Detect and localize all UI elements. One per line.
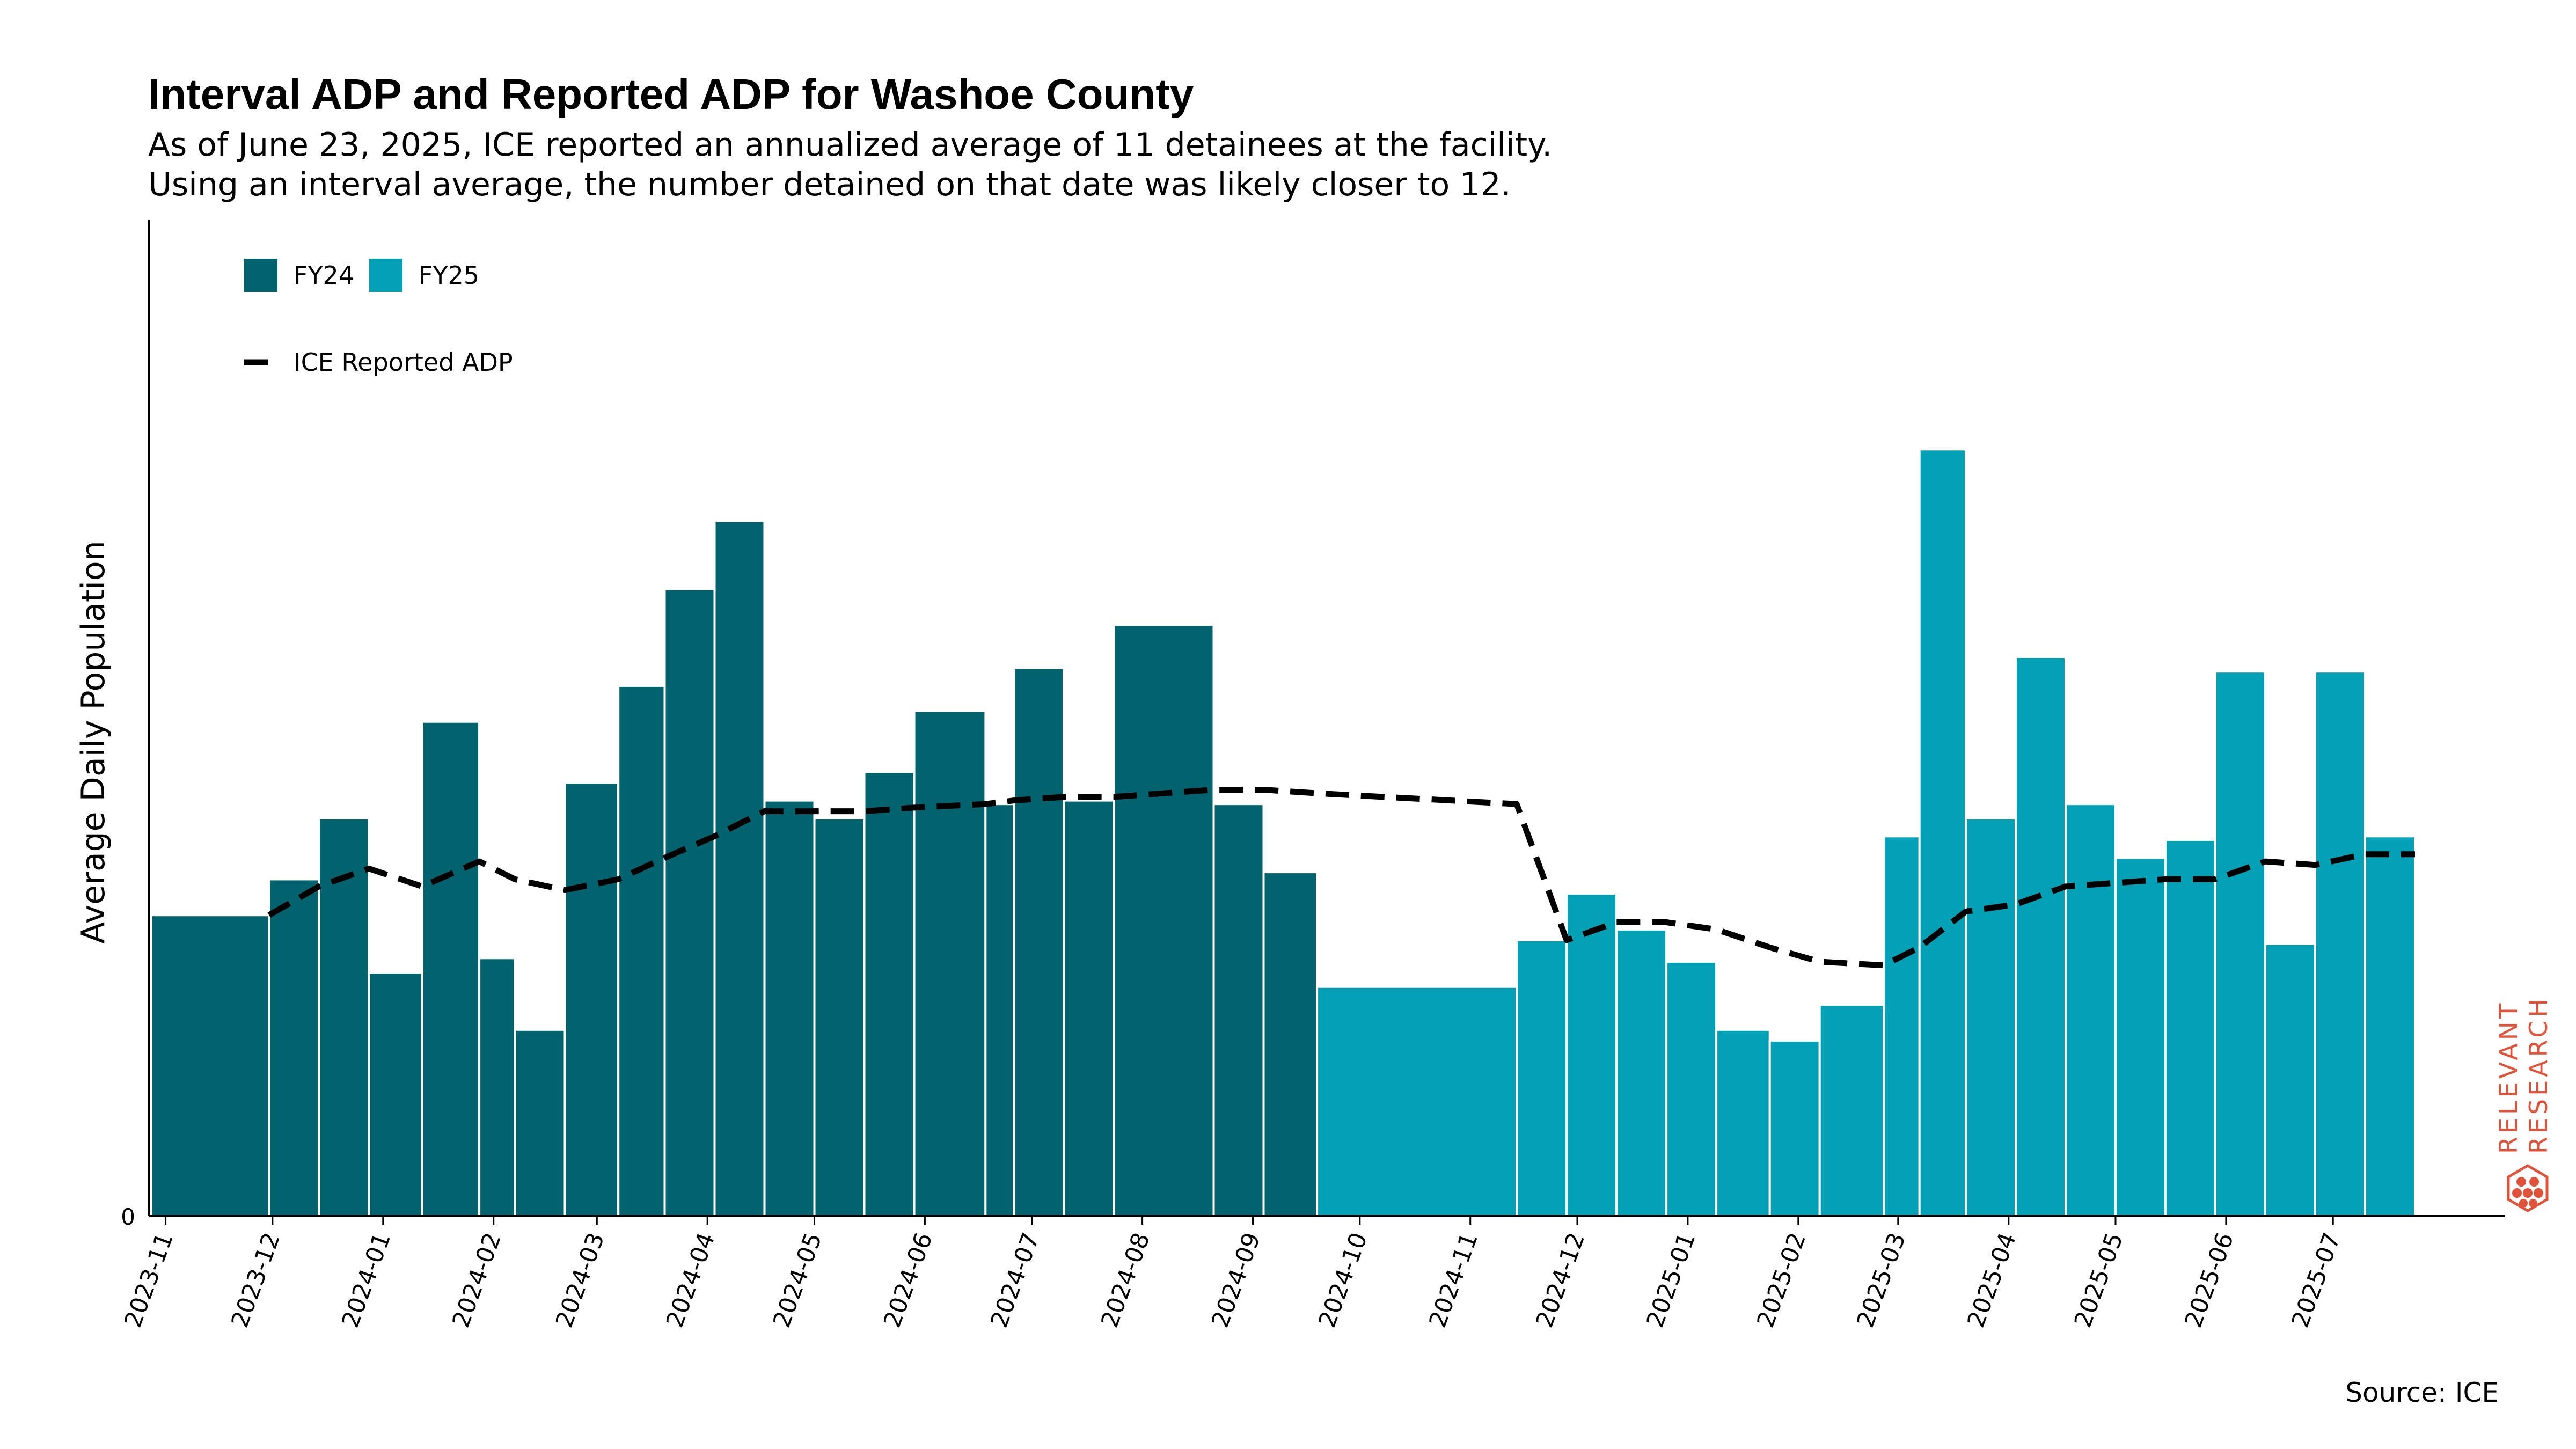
relevant-research-logo: RELEVANT RESEARCH: [2494, 996, 2553, 1212]
x-tick-label: 2025-01: [1641, 1229, 1701, 1331]
bar-fy25-2025-05-01: [2114, 857, 2167, 1217]
bar-fy25-2025-01-09: [1715, 1028, 1771, 1218]
y-tick-label: 0: [121, 1204, 135, 1230]
bar-fy25-2025-02-07: [1818, 1004, 1885, 1217]
bar-fy25-2025-04-03: [2015, 656, 2067, 1217]
legend-label-ice-reported-adp: ICE Reported ADP: [294, 348, 513, 377]
ice-reported-adp-line: [267, 787, 2415, 969]
bar-fy24-2024-05-15: [863, 771, 916, 1217]
bar-fy24-2024-01-28: [478, 957, 516, 1218]
x-tick-label: 2025-02: [1752, 1229, 1811, 1331]
bar-fy24-2024-03-20: [663, 588, 716, 1217]
bar-fy24-2024-04-17: [763, 799, 816, 1217]
bar-fy24-2024-01-12: [421, 720, 481, 1217]
x-tick-label: 2024-12: [1531, 1229, 1591, 1331]
bar-fy25-2024-12-26: [1665, 961, 1718, 1217]
x-tick-label: 2025-06: [2179, 1229, 2239, 1331]
bar-fy24-2024-07-10: [1063, 799, 1115, 1217]
x-tick-label: 2024-07: [985, 1229, 1045, 1331]
bar-fy24-2023-10-28: [150, 914, 270, 1217]
bar-fy25-2025-07-10: [2364, 835, 2416, 1218]
bar-fy24-2023-12-28: [368, 971, 423, 1217]
bar-fy24-2023-11-30: [268, 878, 320, 1217]
logo-text-research: RESEARCH: [2524, 996, 2553, 1154]
legend-label-fy24: FY24: [294, 261, 354, 290]
bar-fy25-2025-02-25: [1883, 835, 1921, 1218]
x-tick-label: 2025-04: [1962, 1229, 2022, 1331]
bar-fy24-2024-05-29: [913, 709, 987, 1217]
bar-fy25-2025-03-07: [1918, 448, 1967, 1217]
legend: FY24 FY25 ICE Reported ADP: [244, 259, 513, 377]
logo-text-relevant: RELEVANT: [2494, 1000, 2523, 1154]
bar-fy25-2025-03-20: [1965, 817, 2017, 1217]
bar-fy25-2024-11-28: [1565, 892, 1618, 1217]
bar-fy25-2024-12-12: [1615, 928, 1668, 1217]
bar-fy24-2024-04-03: [713, 519, 766, 1217]
bar-fy24-2024-09-04: [1262, 871, 1319, 1217]
source-note: Source: ICE: [2345, 1377, 2499, 1408]
x-tick-label: 2024-01: [336, 1229, 396, 1331]
bar-fy25-2025-06-26: [2314, 670, 2366, 1217]
x-tick-label: 2024-09: [1206, 1229, 1266, 1331]
y-axis-label: Average Daily Population: [75, 540, 112, 944]
x-tick-label: 2024-06: [879, 1229, 938, 1331]
x-tick-label: 2024-08: [1096, 1229, 1155, 1331]
x-tick-label: 2023-12: [226, 1229, 286, 1331]
bar-fy25-2025-06-12: [2264, 942, 2316, 1217]
legend-swatch-fy25: [369, 259, 402, 292]
x-tick-label: 2025-05: [2069, 1229, 2129, 1331]
x-tick-label: 2024-02: [447, 1229, 507, 1331]
bar-fy24-2024-05-01: [813, 817, 866, 1217]
x-tick-label: 2024-03: [551, 1229, 610, 1331]
bars-group: [150, 448, 2416, 1218]
bar-fy25-2024-09-19: [1316, 985, 1518, 1217]
bar-fy24-2024-08-21: [1212, 803, 1265, 1217]
chart-subtitle-line-2: Using an interval average, the number de…: [148, 166, 1511, 203]
bar-fy25-2024-11-14: [1516, 939, 1568, 1217]
bar-fy24-2024-06-18: [984, 803, 1015, 1217]
bar-fy25-2025-05-29: [2214, 670, 2266, 1217]
bar-fy25-2025-05-15: [2164, 839, 2216, 1217]
bar-fy25-2025-04-17: [2065, 803, 2117, 1217]
x-tick-label: 2025-03: [1851, 1229, 1911, 1331]
bar-fy24-2024-06-26: [1013, 667, 1065, 1217]
x-tick-label: 2024-11: [1424, 1229, 1483, 1331]
x-tick-label: 2025-07: [2287, 1229, 2346, 1331]
bar-fy24-2024-07-24: [1113, 624, 1215, 1217]
chart-subtitle-line-1: As of June 23, 2025, ICE reported an ann…: [148, 126, 1553, 164]
axes-group: 0 Average Daily Population: [75, 220, 2505, 1230]
x-tick-label: 2024-04: [661, 1229, 721, 1331]
legend-swatch-fy24: [244, 259, 277, 292]
bar-fy25-2025-01-24: [1768, 1039, 1821, 1218]
bar-fy24-2024-02-21: [564, 781, 620, 1217]
x-tick-label: 2024-10: [1313, 1229, 1373, 1331]
reported-adp-line-group: [267, 787, 2415, 969]
legend-label-fy25: FY25: [419, 261, 479, 290]
x-tick-label: 2024-05: [768, 1229, 828, 1331]
chart-title: Interval ADP and Reported ADP for Washoe…: [148, 70, 1194, 118]
bar-fy24-2024-02-07: [514, 1028, 566, 1218]
bar-fy24-2024-03-07: [617, 684, 666, 1217]
x-axis-ticks: 2023-11 2023-12 2024-01 2024-02 2024-03 2024-…: [119, 1216, 2346, 1331]
x-tick-label: 2023-11: [119, 1229, 179, 1331]
